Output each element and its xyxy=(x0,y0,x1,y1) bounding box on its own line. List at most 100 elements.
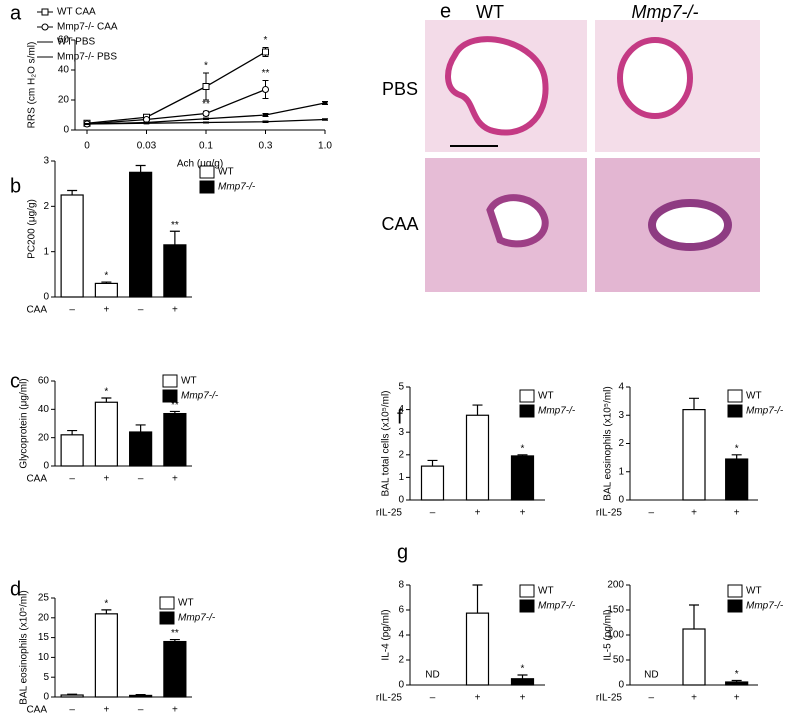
y-tick-label: 0 xyxy=(618,680,624,691)
row-label: CAA xyxy=(381,214,418,234)
error-bar xyxy=(135,694,146,696)
bar xyxy=(725,681,749,686)
panel-letter: f xyxy=(397,406,403,428)
legend-swatch xyxy=(727,404,743,418)
legend-label: Mmp7-/- CAA xyxy=(57,22,118,33)
x-axis-label: CAA xyxy=(26,474,47,485)
bar xyxy=(163,640,187,698)
y-tick-label: 0 xyxy=(63,125,69,136)
x-tick-label: + xyxy=(734,508,740,519)
y-tick-label: 3 xyxy=(618,410,624,421)
y-tick-label: 5 xyxy=(43,672,49,683)
y-tick-label: 0 xyxy=(398,680,404,691)
y-tick-label: 4 xyxy=(618,382,624,393)
bar xyxy=(725,458,749,501)
legend-swatch xyxy=(519,404,535,418)
bar xyxy=(510,455,535,501)
error-bar xyxy=(169,410,180,414)
x-tick-label: – xyxy=(649,693,655,704)
error-bar xyxy=(472,404,483,416)
legend-label: Mmp7-/- xyxy=(746,601,784,612)
error-bar xyxy=(517,674,528,679)
annotation: * xyxy=(104,599,108,610)
y-axis-label: BAL eosinophils (x10⁵/ml) xyxy=(603,386,614,500)
legend-swatch xyxy=(159,596,175,610)
legend-label: Mmp7-/- xyxy=(218,182,256,193)
legend-label: WT xyxy=(218,167,234,178)
series-line xyxy=(86,51,266,124)
x-tick-label: + xyxy=(520,693,526,704)
x-tick-label: 0.1 xyxy=(199,141,213,152)
x-tick-label: – xyxy=(649,508,655,519)
x-axis-label: rIL-25 xyxy=(376,693,403,704)
x-axis-label: rIL-25 xyxy=(376,508,403,519)
y-axis-label: BAL total cells (x10⁵/ml) xyxy=(381,390,392,496)
bar xyxy=(163,412,187,467)
x-tick-label: – xyxy=(430,693,436,704)
panel-letter: b xyxy=(10,175,21,197)
y-tick-label: 200 xyxy=(607,580,624,591)
annotation: ** xyxy=(262,68,270,79)
y-tick-label: 20 xyxy=(38,432,50,443)
x-tick-label: + xyxy=(103,474,109,485)
x-tick-label: + xyxy=(734,693,740,704)
error-bar xyxy=(67,189,78,195)
bar xyxy=(163,244,187,298)
error-bar xyxy=(689,397,699,410)
legend-label: Mmp7-/- xyxy=(746,406,784,417)
marker xyxy=(262,86,269,93)
legend-swatch xyxy=(159,611,175,625)
legend-label: Mmp7-/- PBS xyxy=(57,52,117,63)
legend-swatch xyxy=(162,389,178,403)
airway xyxy=(617,37,693,119)
y-tick-label: 1 xyxy=(43,246,49,257)
x-tick-label: + xyxy=(172,705,178,716)
x-axis-label: CAA xyxy=(26,705,47,716)
y-axis-label: IL-4 (pg/ml) xyxy=(381,609,392,660)
x-tick-label: 0.03 xyxy=(137,141,157,152)
bar xyxy=(60,194,84,298)
legend-label: WT xyxy=(181,376,197,387)
annotation: * xyxy=(521,664,525,675)
x-tick-label: + xyxy=(103,705,109,716)
x-axis-label: rIL-25 xyxy=(596,693,623,704)
x-tick-label: – xyxy=(138,305,144,316)
error-bar xyxy=(101,281,112,284)
annotation: ND xyxy=(425,670,439,681)
annotation: ** xyxy=(171,220,179,231)
y-axis-label: Glycoprotein (μg/ml) xyxy=(19,378,30,468)
annotation: ** xyxy=(171,400,179,411)
column-label: WT xyxy=(476,2,504,22)
legend-swatch xyxy=(519,584,535,598)
y-tick-label: 8 xyxy=(398,580,404,591)
error-bar xyxy=(472,584,483,614)
bar xyxy=(682,628,706,686)
y-axis-label: BAL eosinophils (x10⁵/ml) xyxy=(19,590,30,704)
legend-label: Mmp7-/- xyxy=(538,601,576,612)
y-tick-label: 60 xyxy=(38,376,50,387)
x-tick-label: 1.0 xyxy=(318,141,332,152)
y-tick-label: 100 xyxy=(607,630,624,641)
y-tick-label: 2 xyxy=(398,449,404,460)
y-tick-label: 40 xyxy=(38,404,50,415)
x-tick-label: + xyxy=(172,474,178,485)
bar xyxy=(129,694,153,698)
annotation: * xyxy=(521,443,525,454)
legend-label: WT xyxy=(746,586,762,597)
x-tick-label: + xyxy=(475,508,481,519)
annotation: ** xyxy=(202,99,210,110)
bar xyxy=(420,465,445,501)
y-tick-label: 50 xyxy=(613,655,625,666)
y-tick-label: 2 xyxy=(43,201,49,212)
bar xyxy=(510,678,535,686)
x-axis-label: Ach (μg/g) xyxy=(177,159,223,170)
legend-swatch xyxy=(727,389,743,403)
error-bar xyxy=(67,693,78,696)
legend-swatch xyxy=(199,180,215,194)
x-tick-label: + xyxy=(172,305,178,316)
legend-label: WT xyxy=(746,391,762,402)
error-bar xyxy=(135,164,146,173)
airway xyxy=(648,199,732,251)
x-axis-label: CAA xyxy=(26,305,47,316)
x-tick-label: + xyxy=(691,693,697,704)
